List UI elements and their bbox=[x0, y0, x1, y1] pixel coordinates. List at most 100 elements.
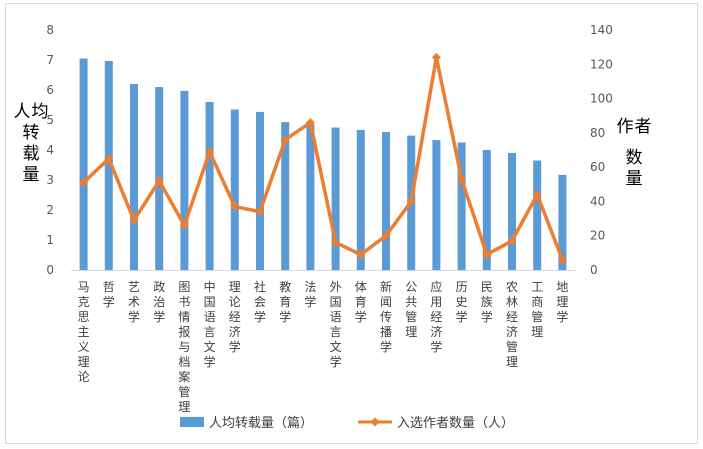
category-label-char: 管 bbox=[178, 384, 190, 399]
left-axis-tick-label: 3 bbox=[46, 173, 54, 187]
category-label-char: 经 bbox=[506, 310, 518, 324]
bar bbox=[432, 140, 440, 270]
category-label-char: 与 bbox=[178, 340, 190, 354]
legend-label-line: 入选作者数量（人） bbox=[397, 416, 514, 431]
category-label-char: 艺 bbox=[128, 280, 140, 294]
bar bbox=[382, 132, 390, 270]
category-label-char: 治 bbox=[153, 295, 165, 309]
category-label-char: 学 bbox=[304, 294, 316, 309]
category-label-char: 共 bbox=[405, 295, 417, 309]
category-label-char: 学 bbox=[430, 339, 442, 354]
category-label-char: 经 bbox=[430, 310, 442, 324]
left-axis-title-char: 均 bbox=[32, 102, 49, 122]
category-label-char: 教 bbox=[279, 279, 291, 294]
category-label-char: 学 bbox=[481, 309, 493, 324]
legend-label-bar: 人均转载量（篇） bbox=[209, 416, 313, 431]
category-label-char: 济 bbox=[229, 324, 241, 339]
category-label-char: 学 bbox=[380, 339, 392, 354]
left-axis-title-char: 转 bbox=[23, 123, 40, 143]
bar bbox=[256, 112, 264, 270]
category-label-char: 论 bbox=[229, 295, 241, 309]
category-label-char: 学 bbox=[254, 309, 266, 324]
category-label-char: 理 bbox=[229, 280, 241, 294]
bar bbox=[533, 161, 541, 271]
category-label-char: 术 bbox=[128, 295, 140, 309]
category-label-char: 新 bbox=[380, 279, 392, 294]
category-label-char: 林 bbox=[506, 295, 518, 309]
category-label-char: 济 bbox=[506, 324, 518, 339]
line-point-marker bbox=[432, 53, 441, 62]
category-label-char: 理 bbox=[506, 355, 518, 369]
category-label-char: 民 bbox=[481, 280, 493, 294]
left-axis-tick-label: 1 bbox=[46, 233, 54, 247]
category-label-char: 社 bbox=[254, 279, 266, 294]
category-label-char: 应 bbox=[430, 279, 442, 294]
category-label-char: 学 bbox=[556, 309, 568, 324]
category-label-char: 管 bbox=[405, 309, 417, 324]
category-label-char: 思 bbox=[78, 310, 90, 324]
category-label-char: 商 bbox=[531, 294, 543, 309]
right-axis-tick-label: 80 bbox=[590, 126, 605, 140]
right-axis-tick-label: 140 bbox=[590, 23, 613, 37]
legend-swatch-bar bbox=[180, 417, 204, 427]
category-label-char: 传 bbox=[380, 309, 392, 324]
right-axis-tick-label: 60 bbox=[590, 160, 605, 174]
category-label-char: 义 bbox=[78, 340, 90, 354]
left-axis-title-char: 量 bbox=[23, 165, 40, 185]
category-label-char: 学 bbox=[153, 309, 165, 324]
category-label-char: 闻 bbox=[380, 295, 392, 309]
left-axis-tick-label: 7 bbox=[46, 53, 54, 67]
right-axis-tick-label: 40 bbox=[590, 194, 605, 208]
category-label-char: 政 bbox=[153, 280, 165, 294]
bar bbox=[180, 91, 188, 270]
category-label-char: 理 bbox=[178, 400, 190, 414]
bar bbox=[508, 153, 516, 270]
category-label-char: 族 bbox=[481, 295, 493, 309]
category-label-char: 济 bbox=[430, 324, 442, 339]
category-label-char: 经 bbox=[229, 310, 241, 324]
bar bbox=[80, 59, 88, 271]
category-label-char: 文 bbox=[204, 339, 216, 354]
left-axis-title-char: 载 bbox=[23, 144, 40, 164]
bar bbox=[231, 110, 239, 271]
category-label-char: 图 bbox=[178, 280, 190, 294]
category-label-char: 工 bbox=[531, 280, 543, 294]
category-label-char: 国 bbox=[330, 295, 342, 309]
right-axis-title-char: 者 bbox=[635, 117, 652, 137]
category-label-char: 情 bbox=[178, 310, 190, 324]
category-label-char: 书 bbox=[178, 295, 190, 309]
category-label-char: 育 bbox=[279, 294, 291, 309]
category-label-char: 公 bbox=[405, 280, 417, 294]
category-label-char: 言 bbox=[204, 325, 216, 339]
right-axis-tick-label: 0 bbox=[590, 263, 598, 277]
category-label-char: 中 bbox=[204, 279, 216, 294]
category-label-char: 播 bbox=[380, 325, 392, 339]
category-label-char: 史 bbox=[456, 295, 468, 309]
right-axis-tick-label: 120 bbox=[590, 57, 613, 71]
left-axis-tick-label: 6 bbox=[46, 83, 54, 97]
category-label-char: 主 bbox=[78, 325, 90, 339]
right-axis-title-char: 作 bbox=[617, 117, 634, 137]
category-label-char: 理 bbox=[556, 295, 568, 309]
category-label-char: 理 bbox=[78, 355, 90, 369]
category-label-char: 学 bbox=[279, 309, 291, 324]
left-axis-title-char: 人 bbox=[14, 102, 31, 122]
category-label-char: 理 bbox=[405, 325, 417, 339]
category-label-char: 案 bbox=[178, 369, 190, 384]
category-label-char: 外 bbox=[330, 280, 342, 294]
bar bbox=[357, 130, 365, 270]
category-label-char: 档 bbox=[178, 355, 190, 369]
category-label-char: 理 bbox=[531, 325, 543, 339]
category-label-char: 用 bbox=[430, 295, 442, 309]
category-label-char: 国 bbox=[204, 295, 216, 309]
category-label-char: 论 bbox=[78, 370, 90, 384]
category-label-char: 管 bbox=[506, 339, 518, 354]
category-label-char: 语 bbox=[330, 310, 342, 324]
category-label-char: 学 bbox=[103, 294, 115, 309]
category-label-char: 体 bbox=[355, 280, 367, 294]
right-axis-tick-label: 20 bbox=[590, 229, 605, 243]
category-label-char: 法 bbox=[304, 280, 316, 294]
bar bbox=[332, 128, 340, 271]
category-label-char: 克 bbox=[78, 295, 90, 309]
